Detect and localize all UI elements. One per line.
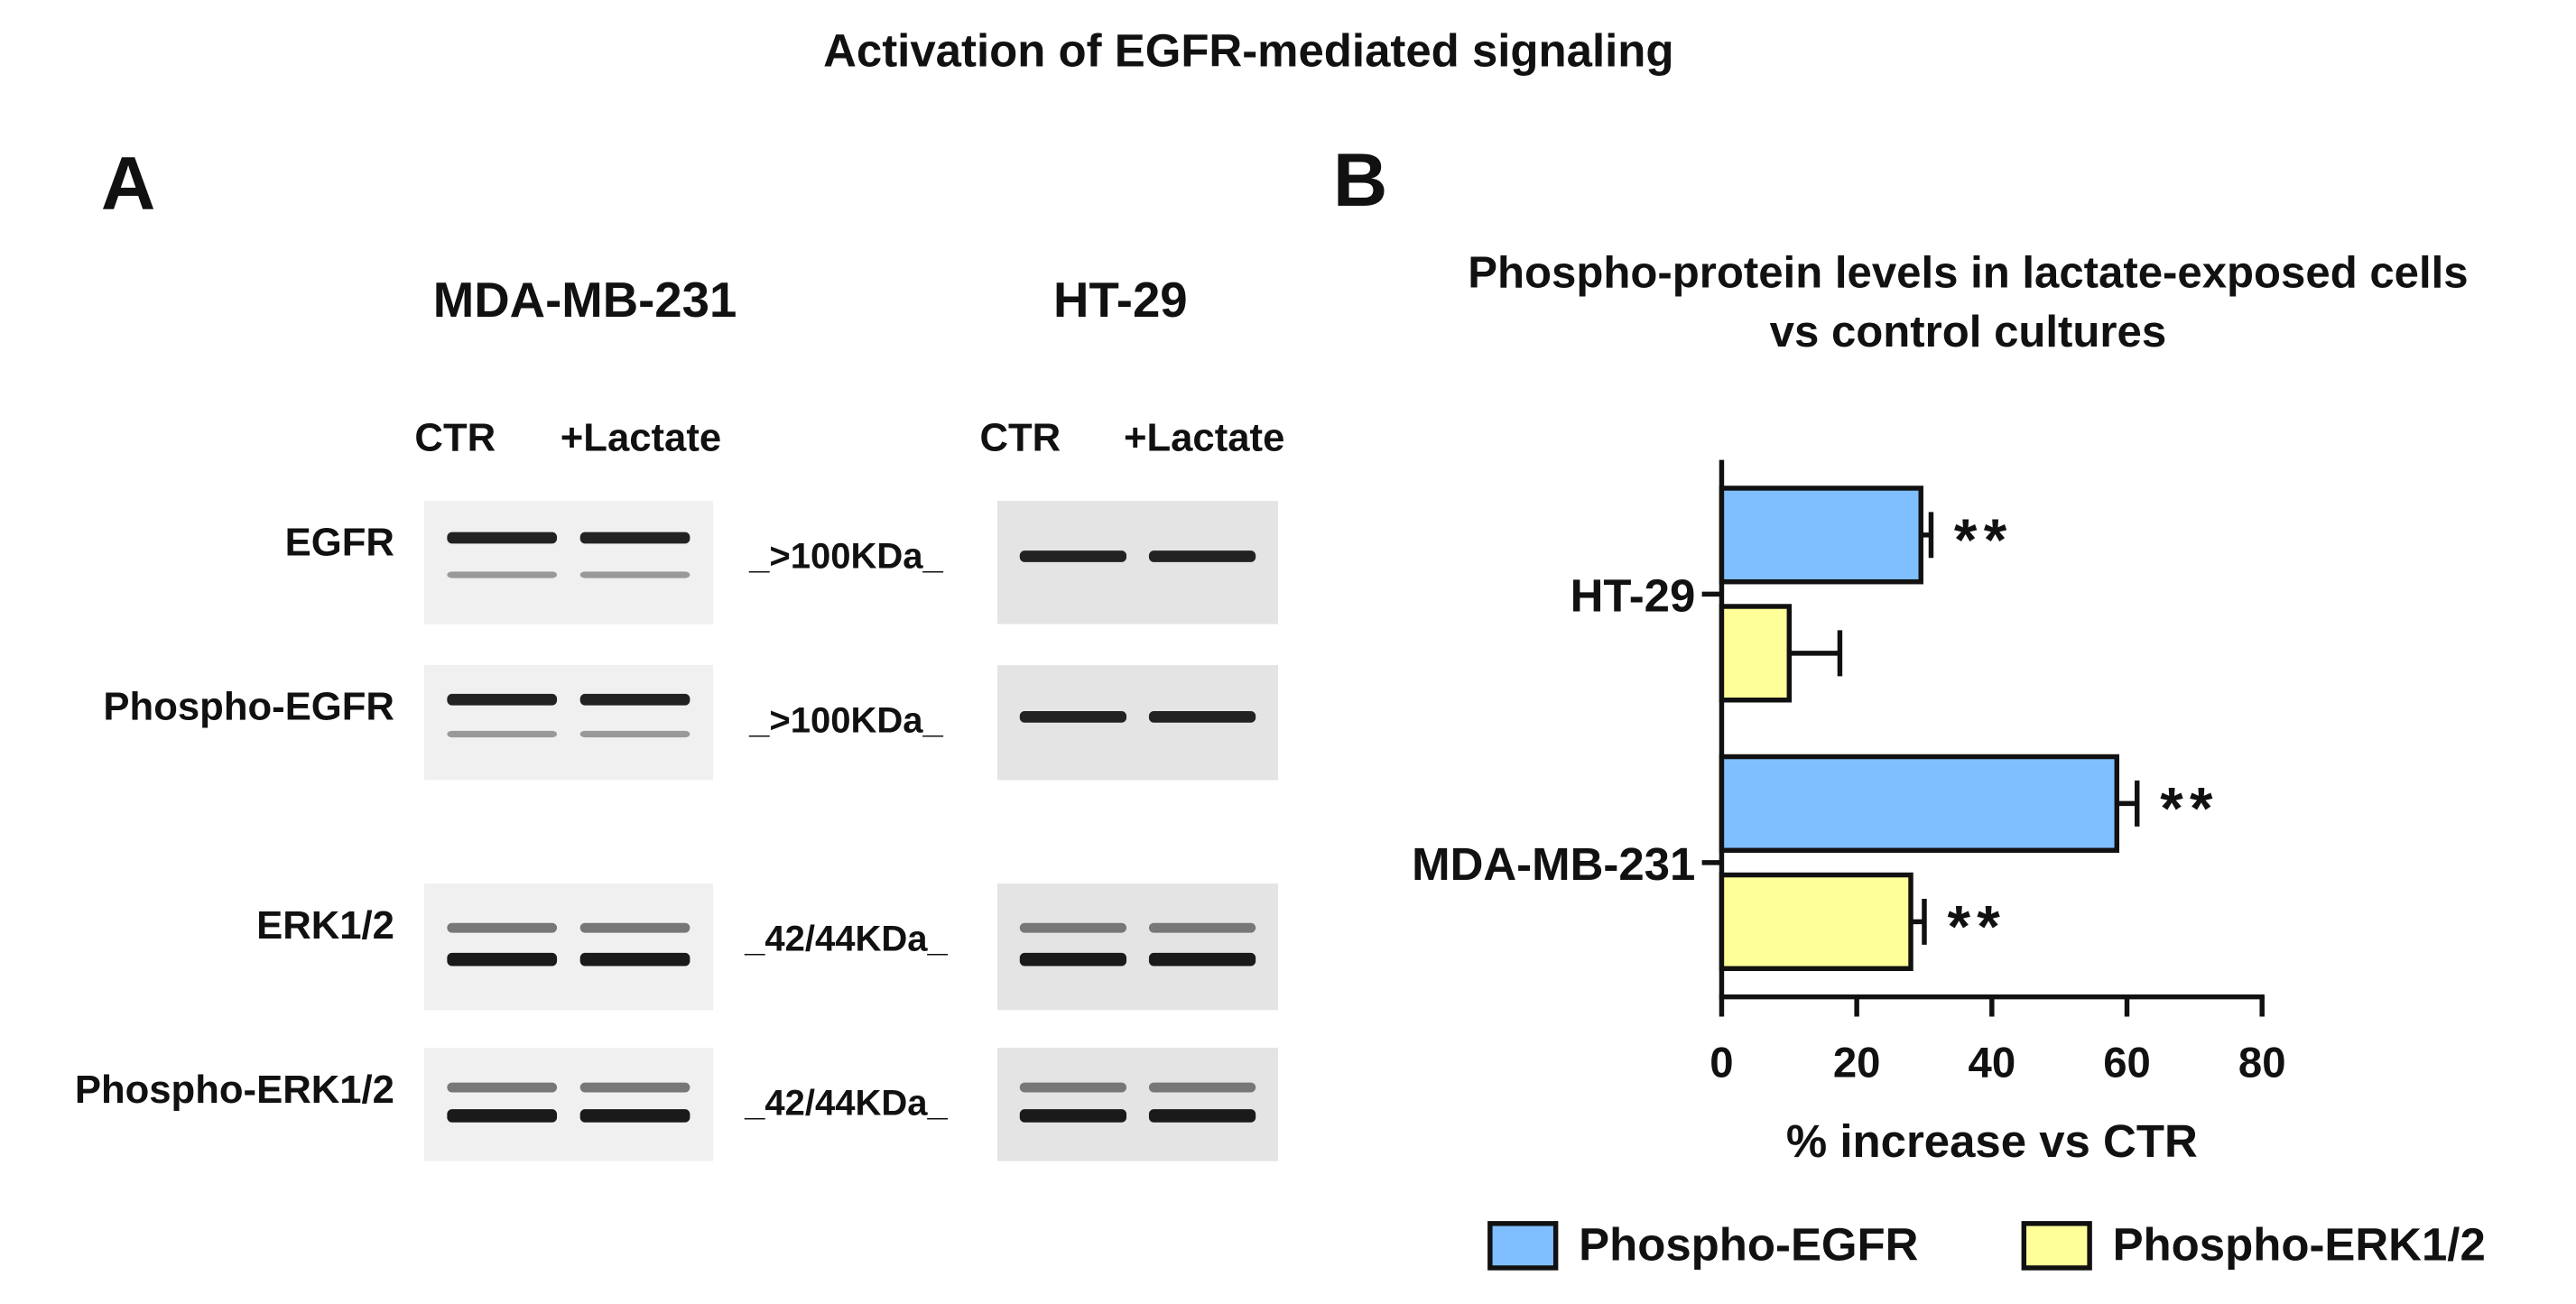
x-tick-label: 60: [2103, 1040, 2151, 1087]
protein-label: ERK1/2: [256, 903, 394, 948]
blot-band: [447, 1109, 558, 1123]
y-tick-label: MDA-MB-231: [1412, 838, 1695, 890]
size-label: _>100KDa_: [748, 536, 943, 576]
blot-band: [1019, 730, 1127, 738]
protein-label: Phospho-EGFR: [103, 685, 394, 729]
size-label: _42/44KDa_: [744, 1083, 948, 1123]
size-label: _>100KDa_: [748, 700, 943, 740]
lane-label: +Lactate: [561, 415, 721, 459]
bar: [1719, 604, 1793, 703]
bar: [1719, 872, 1913, 972]
panel-label: B: [1333, 137, 1387, 222]
y-tick-label: HT-29: [1571, 569, 1696, 621]
size-label: _42/44KDa_: [744, 919, 948, 958]
blot-image: [423, 501, 714, 624]
blot-band: [579, 730, 690, 738]
blot-band: [1019, 711, 1127, 723]
blot-band: [447, 1082, 558, 1093]
legend-swatch: [2021, 1221, 2092, 1271]
blot-image: [996, 501, 1279, 624]
blot-image: [423, 883, 714, 1011]
chart-title: Phospho-protein levels in lactate-expose…: [1468, 249, 2468, 298]
lane-label: +Lactate: [1124, 415, 1284, 459]
significance-label: **: [1947, 894, 2006, 960]
blot-band: [1148, 952, 1256, 966]
figure-title: Activation of EGFR-mediated signaling: [823, 25, 1673, 77]
protein-label: EGFR: [285, 521, 394, 565]
blot-band: [1019, 571, 1127, 578]
cell-line-label: HT-29: [1053, 273, 1188, 328]
blot-band: [1019, 922, 1127, 933]
chart-title: vs control cultures: [1770, 308, 2167, 356]
panel-label: A: [101, 140, 155, 225]
blot-image: [996, 883, 1279, 1011]
blot-band: [447, 730, 558, 738]
blot-band: [1148, 571, 1256, 578]
bar: [1719, 754, 2120, 853]
blot-image: [423, 1048, 714, 1161]
blot-band: [579, 952, 690, 966]
significance-label: **: [2160, 776, 2219, 842]
blot-band: [1148, 1082, 1256, 1093]
x-axis-label: % increase vs CTR: [1786, 1115, 2198, 1167]
blot-band: [579, 922, 690, 933]
blot-band: [1148, 730, 1256, 738]
lane-label: CTR: [414, 415, 496, 459]
blot-band: [447, 532, 558, 544]
lane-label: CTR: [979, 415, 1061, 459]
blot-band: [447, 571, 558, 578]
blot-band: [447, 952, 558, 966]
blot-band: [1148, 1109, 1256, 1123]
blot-image: [423, 665, 714, 781]
blot-band: [1019, 1109, 1127, 1123]
x-tick-label: 80: [2238, 1040, 2286, 1087]
blot-image: [996, 1048, 1279, 1161]
blot-band: [447, 922, 558, 933]
blot-band: [579, 532, 690, 544]
cell-line-label: MDA-MB-231: [433, 273, 737, 328]
blot-band: [579, 693, 690, 706]
legend-swatch: [1487, 1221, 1559, 1271]
legend-label: Phospho-EGFR: [1579, 1219, 1918, 1271]
bar: [1719, 486, 1923, 585]
x-tick-label: 0: [1710, 1040, 1733, 1087]
x-tick-label: 40: [1969, 1040, 2016, 1087]
blot-band: [579, 1109, 690, 1123]
blot-band: [1019, 550, 1127, 562]
blot-band: [579, 571, 690, 578]
blot-band: [579, 1082, 690, 1093]
blot-band: [1019, 1082, 1127, 1093]
blot-band: [1148, 550, 1256, 562]
blot-band: [1148, 711, 1256, 723]
x-tick-label: 20: [1833, 1040, 1881, 1087]
blot-band: [1148, 922, 1256, 933]
blot-band: [1019, 952, 1127, 966]
blot-band: [447, 693, 558, 706]
legend-label: Phospho-ERK1/2: [2113, 1219, 2486, 1271]
protein-label: Phospho-ERK1/2: [75, 1068, 394, 1112]
significance-label: **: [1954, 507, 2014, 573]
